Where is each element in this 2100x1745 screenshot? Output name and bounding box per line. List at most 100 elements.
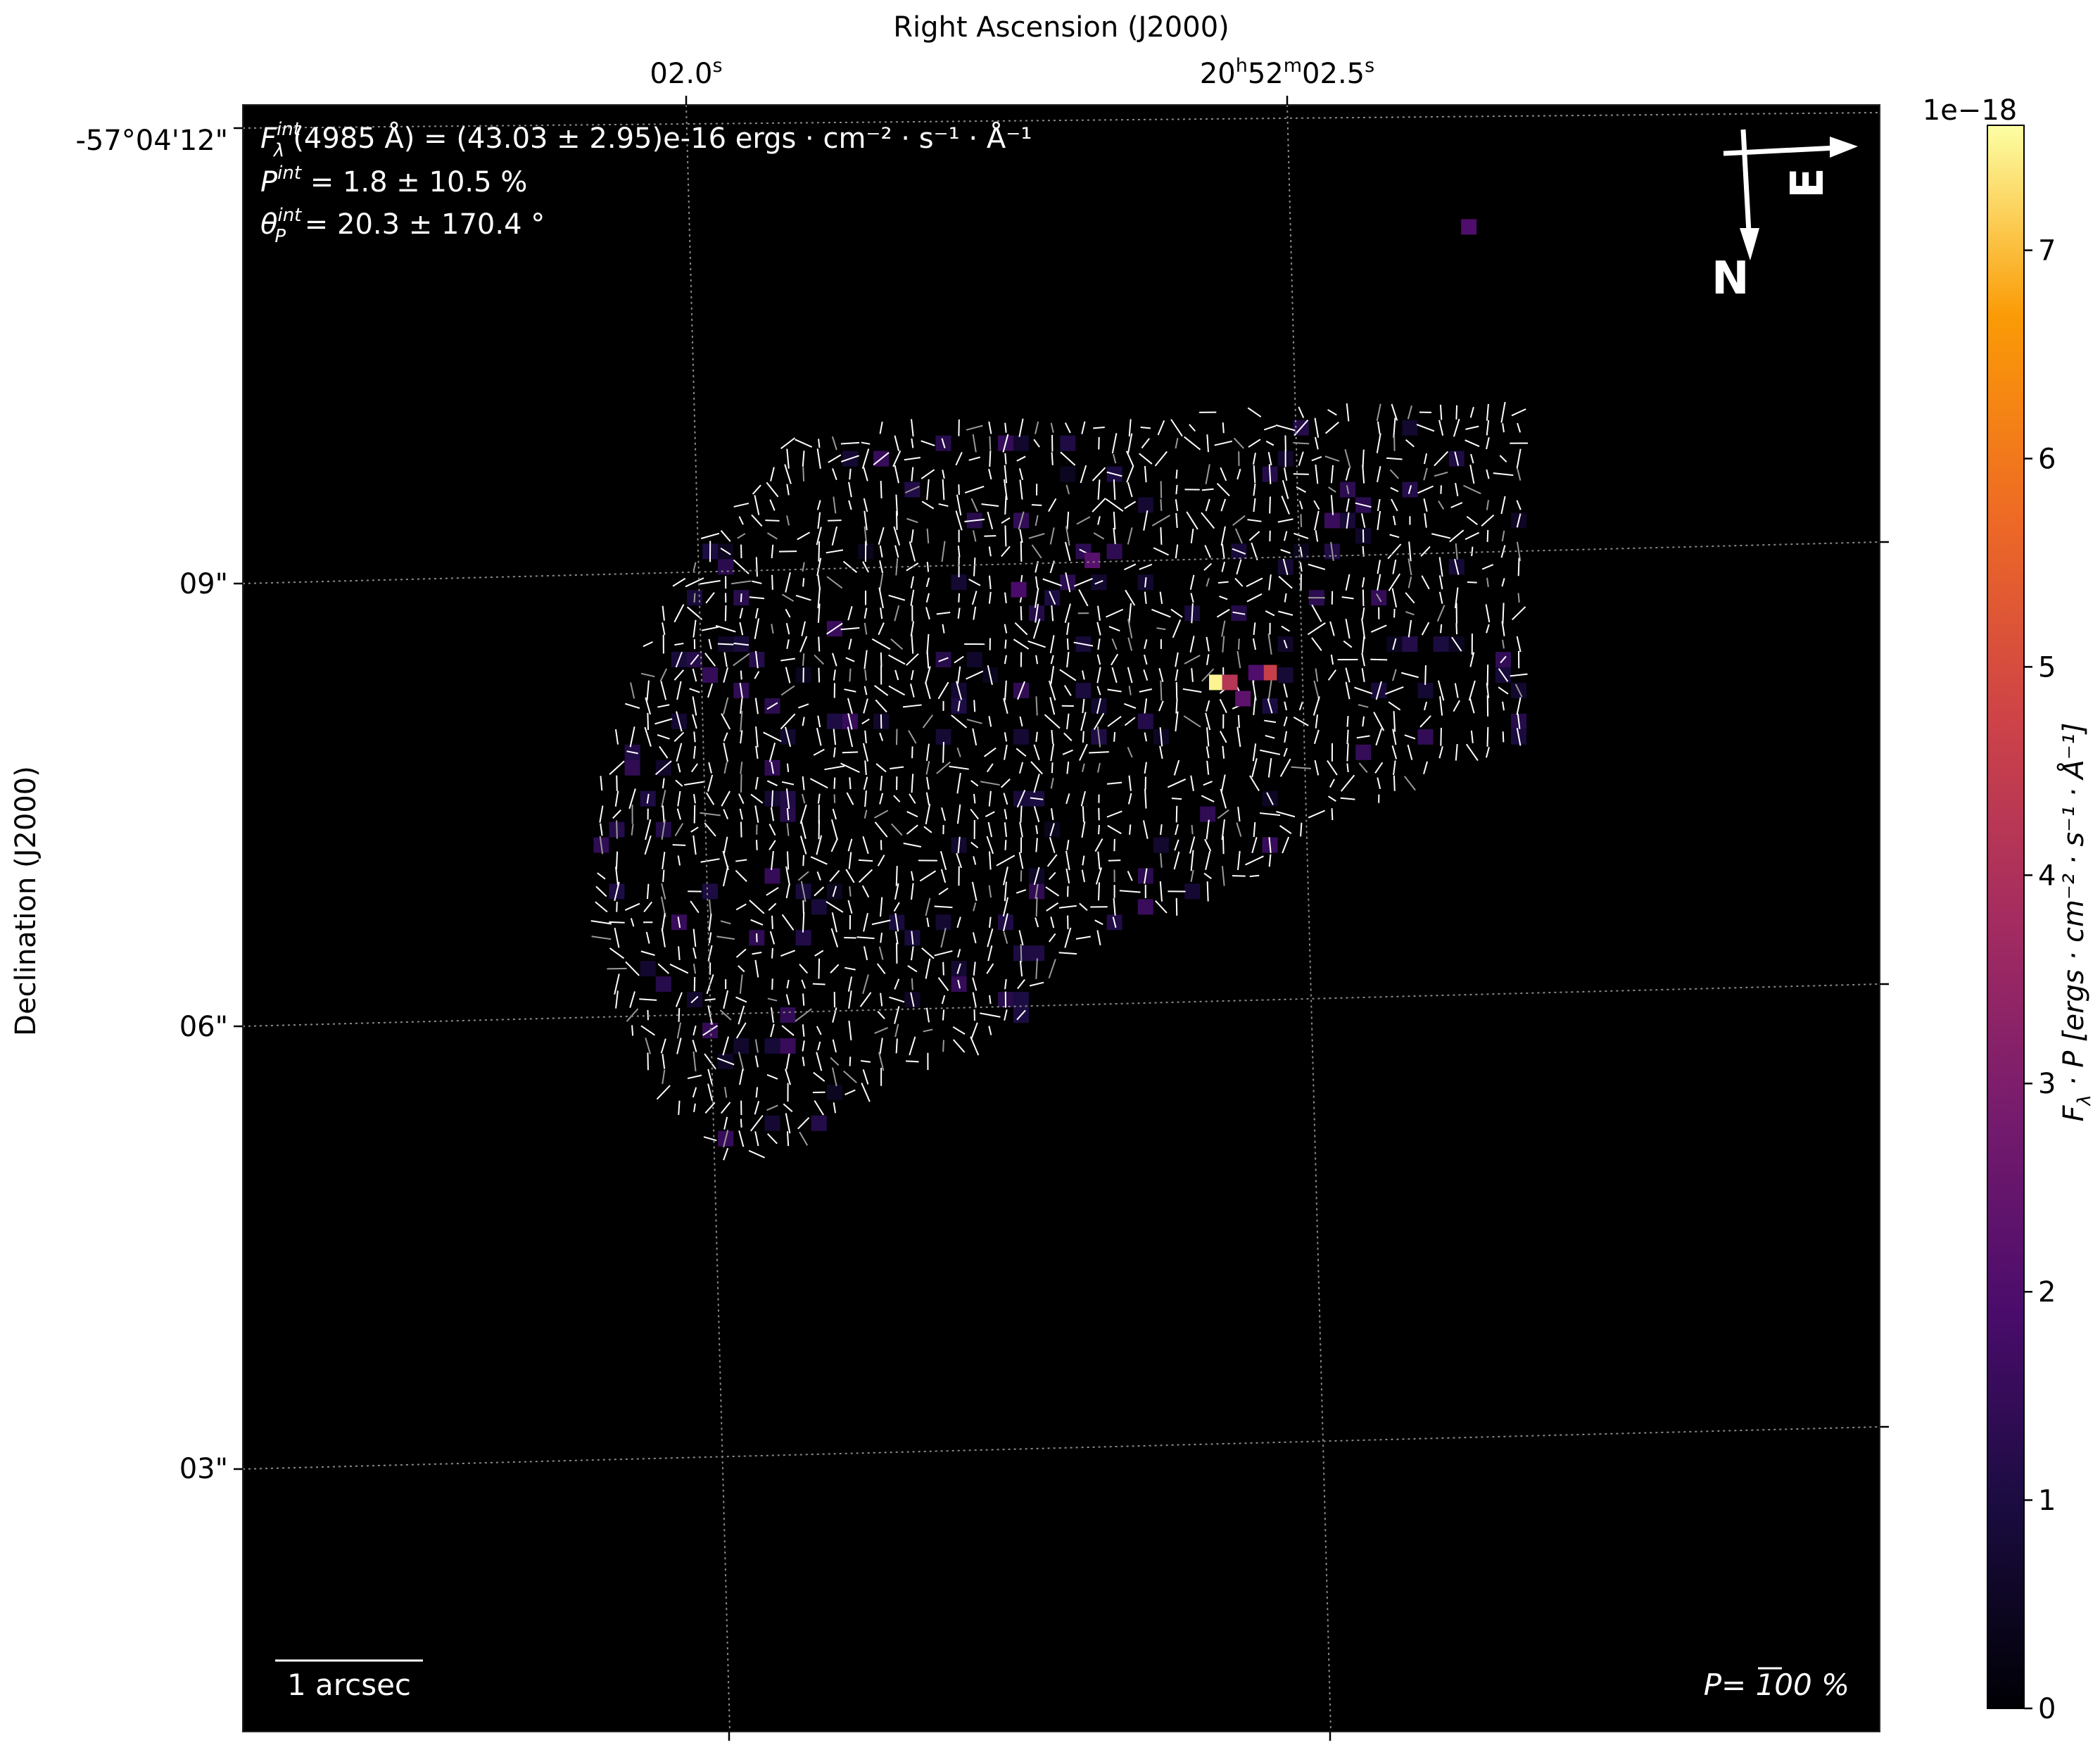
polarization-vector: [615, 851, 619, 870]
bright-pixel: [1235, 691, 1251, 707]
polarization-vector: [662, 869, 665, 883]
polarization-vector: [818, 541, 821, 562]
polarization-vector: [921, 469, 935, 479]
polarization-vector: [1434, 451, 1449, 467]
polarization-vector: [771, 915, 773, 929]
polarization-vector: [880, 897, 883, 917]
polarization-vector: [1080, 790, 1086, 807]
polarization-vector: [1125, 589, 1136, 606]
polarization-vector: [1204, 838, 1212, 852]
polarization-vector: [1004, 744, 1008, 760]
polarization-vector: [1324, 422, 1339, 434]
polarization-vector: [739, 607, 743, 619]
polarization-vector: [1313, 680, 1320, 701]
coordinate-grid: [243, 105, 1880, 1732]
polarization-vector: [926, 528, 930, 544]
polarization-vector: [1388, 573, 1401, 591]
polarization-vector: [1003, 698, 1008, 714]
polarization-vector: [1160, 824, 1163, 836]
polarization-vector: [1060, 451, 1076, 466]
polarization-vector: [785, 994, 790, 1005]
polarization-vector: [1144, 591, 1147, 604]
compass-east-label: E: [1782, 168, 1834, 199]
polarization-vector: [692, 1040, 697, 1052]
polarization-vector: [1311, 456, 1322, 462]
polarization-vector: [661, 928, 666, 947]
polarization-vector: [893, 526, 901, 546]
polarization-vector: [1206, 578, 1210, 587]
polarization-vector: [1465, 743, 1479, 761]
polarization-vector: [817, 587, 821, 609]
polarization-vector: [816, 835, 823, 855]
polarization-vector: [1093, 427, 1105, 429]
polarization-vector: [894, 465, 899, 484]
polarization-vector: [864, 607, 868, 619]
polarization-vector: [1281, 496, 1290, 515]
polarization-vector: [1278, 576, 1293, 589]
polarization-vector: [625, 703, 640, 710]
polarization-vector: [871, 919, 891, 926]
polarization-vector: [1345, 574, 1351, 591]
polarization-vector: [766, 481, 779, 498]
polarization-vector: [692, 928, 697, 947]
polarization-vector: [1049, 823, 1055, 836]
polarization-vector: [723, 1130, 729, 1148]
polarization-vector: [911, 634, 914, 654]
polarization-vector: [1267, 634, 1272, 655]
polarization-vector: [1237, 850, 1241, 871]
polarization-vector: [1159, 881, 1163, 902]
polarization-vector: [769, 931, 776, 945]
polarization-vector: [1298, 500, 1303, 510]
polarization-vector: [880, 933, 883, 943]
polarization-vector: [880, 481, 883, 499]
polarization-vector: [1267, 679, 1272, 701]
polarization-vector: [771, 624, 774, 634]
polarization-vector: [874, 821, 888, 838]
polarization-vector: [863, 467, 868, 481]
polarization-vector: [1173, 760, 1180, 776]
polarization-vector: [802, 562, 805, 572]
polarization-vector: [864, 809, 868, 819]
polarization-vector: [985, 811, 995, 817]
polarization-vector: [739, 683, 743, 698]
polarization-vector: [1094, 580, 1103, 585]
polarization-vector: [1377, 466, 1381, 483]
polarization-vector: [1329, 621, 1335, 636]
polarization-vector: [863, 946, 868, 961]
polarization-vector: [1190, 775, 1194, 791]
polarization-vector: [690, 995, 699, 1004]
polarization-vector: [785, 788, 790, 809]
polarization-vector: [802, 578, 805, 587]
polarization-vector: [1345, 667, 1351, 683]
polarization-vector: [817, 603, 821, 623]
polarization-vector: [1236, 468, 1241, 480]
polarization-vector: [1016, 790, 1026, 808]
polarization-vector: [1035, 825, 1039, 834]
polarization-vector: [816, 448, 821, 470]
polarization-vector: [1080, 465, 1087, 484]
polarization-vector: [911, 871, 914, 881]
polarization-vector: [1066, 622, 1070, 636]
polarization-vector: [1237, 807, 1241, 822]
polarization-vector: [1143, 510, 1149, 531]
data-cell: [764, 868, 780, 884]
polarization-vector: [1080, 712, 1087, 731]
polarization-vector: [862, 974, 869, 995]
polarization-vector: [1222, 836, 1225, 855]
polarization-vector: [1049, 697, 1056, 715]
polarization-vector: [693, 731, 696, 743]
polarization-vector: [802, 912, 805, 933]
polarization-vector: [754, 959, 759, 978]
polarization-vector: [1144, 762, 1147, 774]
polarization-vector: [1263, 424, 1277, 431]
polarization-vector: [1438, 420, 1444, 436]
polarization-vector: [723, 732, 728, 742]
polarization-vector: [880, 607, 883, 619]
polarization-vector: [1404, 734, 1416, 740]
y-tick-label-2: 06": [179, 1011, 228, 1043]
polarization-vector: [925, 792, 930, 805]
polarization-vector: [1438, 591, 1443, 604]
polarization-vector: [767, 997, 778, 1002]
polarization-vector: [1268, 464, 1272, 484]
polarization-vector: [1232, 611, 1246, 615]
